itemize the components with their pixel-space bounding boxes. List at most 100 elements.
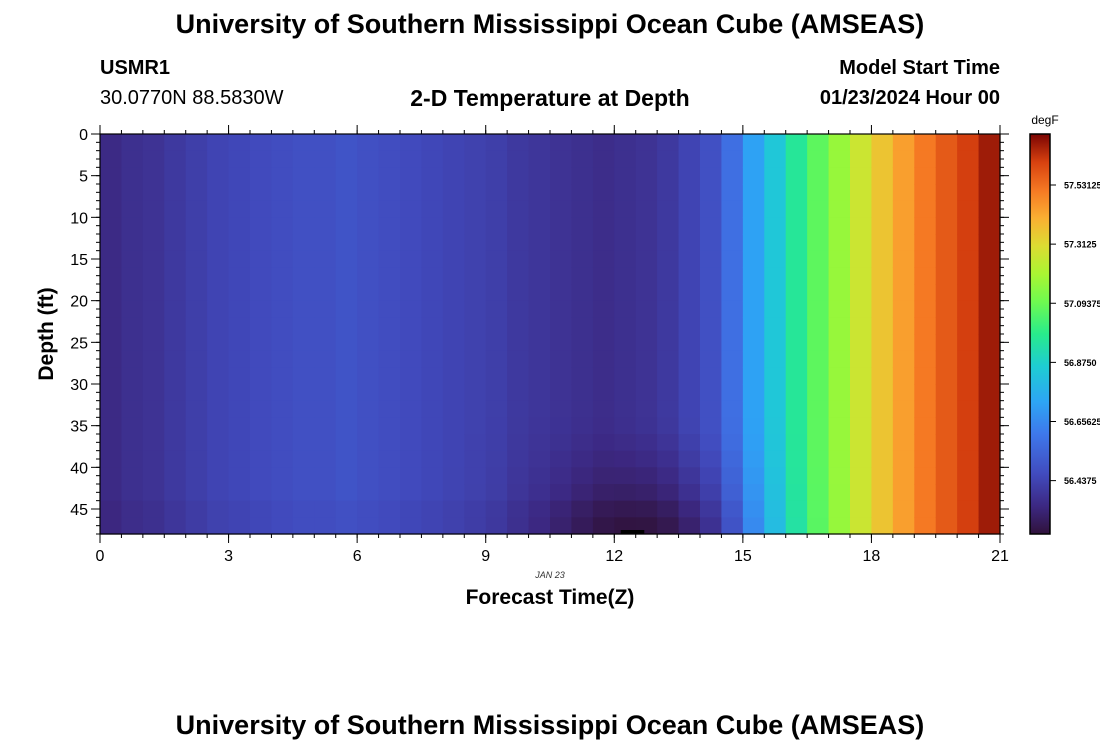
heatmap-cell <box>828 184 851 202</box>
heatmap-cell <box>207 250 230 268</box>
heatmap-cell <box>935 417 958 435</box>
heatmap-cell <box>721 250 744 268</box>
heatmap-cell <box>764 267 787 285</box>
heatmap-cell <box>185 317 208 335</box>
heatmap-cell <box>528 484 551 502</box>
heatmap-cell <box>121 434 144 452</box>
heatmap-cell <box>764 200 787 218</box>
heatmap-cell <box>807 334 830 352</box>
heatmap-cell <box>335 517 358 535</box>
heatmap-cell <box>721 134 744 152</box>
heatmap-cell <box>185 184 208 202</box>
heatmap-cell <box>850 200 873 218</box>
heatmap-cell <box>400 267 423 285</box>
heatmap-cell <box>871 234 894 252</box>
x-tick-label: 3 <box>224 548 233 565</box>
heatmap-cell <box>785 500 808 518</box>
heatmap-cell <box>100 384 123 402</box>
heatmap-cell <box>185 334 208 352</box>
heatmap-cell <box>292 217 315 235</box>
heatmap-cell <box>635 167 658 185</box>
heatmap-cell <box>957 267 980 285</box>
heatmap-cell <box>764 284 787 302</box>
heatmap-cell <box>485 517 508 535</box>
heatmap-cell <box>828 434 851 452</box>
heatmap-cell <box>807 300 830 318</box>
heatmap-cell <box>121 167 144 185</box>
heatmap-cell <box>314 167 337 185</box>
heatmap-cell <box>635 134 658 152</box>
x-tick-label: 9 <box>481 548 490 565</box>
heatmap-cell <box>635 450 658 468</box>
heatmap-cell <box>657 367 680 385</box>
heatmap-cell <box>700 517 723 535</box>
heatmap-cell <box>764 517 787 535</box>
heatmap-cell <box>850 284 873 302</box>
heatmap-cell <box>571 467 594 485</box>
heatmap-cell <box>335 200 358 218</box>
heatmap-cell <box>142 167 165 185</box>
heatmap-cell <box>100 367 123 385</box>
heatmap-cell <box>528 467 551 485</box>
heatmap-cell <box>271 367 294 385</box>
heatmap-cell <box>164 167 187 185</box>
heatmap-cell <box>164 334 187 352</box>
heatmap-cell <box>250 234 273 252</box>
heatmap-cell <box>485 384 508 402</box>
heatmap-cell <box>571 134 594 152</box>
heatmap-cell <box>271 384 294 402</box>
heatmap-cell <box>250 334 273 352</box>
heatmap-cell <box>700 350 723 368</box>
heatmap-cell <box>935 334 958 352</box>
heatmap-cell <box>228 417 251 435</box>
heatmap-cell <box>442 467 465 485</box>
heatmap-cell <box>700 267 723 285</box>
heatmap-cell <box>121 284 144 302</box>
heatmap-cell <box>914 200 937 218</box>
y-tick-label: 35 <box>70 419 88 436</box>
heatmap-cell <box>335 484 358 502</box>
heatmap-cell <box>400 134 423 152</box>
heatmap-cell <box>700 450 723 468</box>
heatmap-cell <box>807 517 830 535</box>
heatmap-cell <box>485 450 508 468</box>
heatmap-cell <box>678 484 701 502</box>
heatmap-cell <box>828 517 851 535</box>
heatmap-cell <box>828 300 851 318</box>
heatmap-cell <box>442 450 465 468</box>
heatmap-cell <box>314 434 337 452</box>
x-tick-label: 15 <box>734 548 752 565</box>
heatmap-cell <box>142 434 165 452</box>
heatmap-cell <box>550 434 573 452</box>
heatmap-cell <box>871 417 894 435</box>
heatmap-cell <box>464 334 487 352</box>
heatmap-cell <box>507 367 530 385</box>
heatmap-cell <box>271 467 294 485</box>
heatmap-cell <box>400 434 423 452</box>
heatmap-cell <box>442 417 465 435</box>
heatmap-cell <box>657 517 680 535</box>
heatmap-cell <box>892 234 915 252</box>
heatmap-cell <box>100 267 123 285</box>
heatmap-cell <box>357 150 380 168</box>
heatmap-cell <box>871 384 894 402</box>
heatmap-cell <box>121 250 144 268</box>
heatmap-cell <box>528 184 551 202</box>
heatmap-cell <box>271 200 294 218</box>
heatmap-cell <box>914 484 937 502</box>
heatmap-cell <box>550 134 573 152</box>
heatmap-cell <box>550 384 573 402</box>
heatmap-cell <box>164 500 187 518</box>
heatmap-cell <box>292 134 315 152</box>
heatmap-cell <box>421 300 444 318</box>
heatmap-cell <box>678 167 701 185</box>
heatmap-cell <box>785 284 808 302</box>
heatmap-cell <box>764 150 787 168</box>
heatmap-cell <box>850 234 873 252</box>
heatmap-cell <box>935 234 958 252</box>
heatmap-cell <box>421 517 444 535</box>
heatmap-cell <box>850 184 873 202</box>
heatmap-cell <box>400 300 423 318</box>
heatmap-cell <box>464 350 487 368</box>
heatmap-cell <box>614 150 637 168</box>
